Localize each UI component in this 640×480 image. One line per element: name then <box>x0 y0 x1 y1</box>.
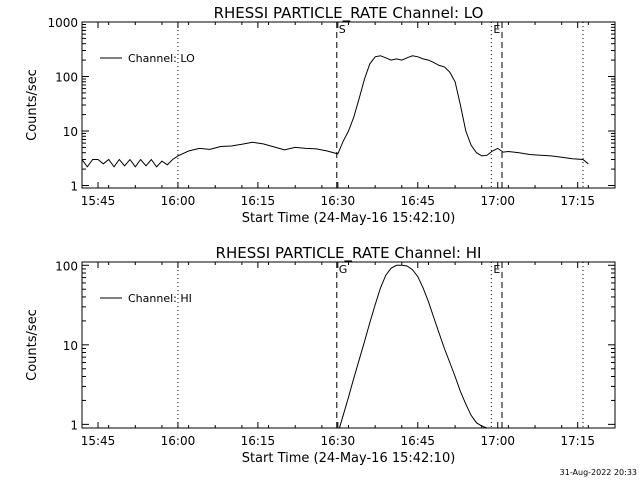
x-tick-label: 17:15 <box>560 434 595 448</box>
legend-label: Channel: HI <box>128 292 192 305</box>
x-tick-label: 16:45 <box>400 434 435 448</box>
x-tick-label: 16:15 <box>241 194 276 208</box>
event-marker-label: E <box>493 263 500 276</box>
event-marker-label: G <box>339 263 348 276</box>
series-line-lo <box>82 55 589 168</box>
x-tick-label: 15:45 <box>81 194 116 208</box>
x-tick-label: 16:00 <box>161 194 196 208</box>
chart-panel-hi: RHESSI PARTICLE_RATE Channel: HIG E15:45 1… <box>25 244 616 466</box>
x-tick-label: 16:45 <box>400 194 435 208</box>
x-tick-label: 16:00 <box>161 434 196 448</box>
y-tick-label: 100 <box>55 259 78 273</box>
footer-timestamp: 31-Aug-2022 20:33 <box>560 468 637 477</box>
x-tick-label: 17:00 <box>480 434 515 448</box>
y-tick-label: 1000 <box>47 16 78 30</box>
x-tick-label: 15:45 <box>81 434 116 448</box>
legend-label: Channel: LO <box>128 52 195 65</box>
y-tick-label: 10 <box>63 339 78 353</box>
y-tick-label: 1 <box>70 418 78 432</box>
y-tick-label: 1 <box>70 180 78 194</box>
chart-title: RHESSI PARTICLE_RATE Channel: HI <box>216 244 482 263</box>
series-line-hi <box>338 264 488 428</box>
event-marker-label: E <box>493 23 500 36</box>
x-axis-label: Start Time (24-May-16 15:42:10) <box>242 451 456 466</box>
chart-title: RHESSI PARTICLE_RATE Channel: LO <box>214 4 484 23</box>
x-tick-label: 16:30 <box>321 434 356 448</box>
y-axis-label: Counts/sec <box>25 69 40 141</box>
plot-frame <box>81 261 616 429</box>
x-tick-label: 17:15 <box>560 194 595 208</box>
y-tick-label: 100 <box>55 71 78 85</box>
x-tick-label: 16:30 <box>321 194 356 208</box>
x-tick-label: 17:00 <box>480 194 515 208</box>
y-axis-label: Counts/sec <box>25 309 40 381</box>
chart-panel-lo: RHESSI PARTICLE_RATE Channel: LOS E15:45 1… <box>25 4 616 226</box>
x-axis-label: Start Time (24-May-16 15:42:10) <box>242 211 456 226</box>
event-marker-label: S <box>339 23 346 36</box>
plot-frame <box>81 21 616 189</box>
y-tick-label: 10 <box>63 125 78 139</box>
x-tick-label: 16:15 <box>241 434 276 448</box>
